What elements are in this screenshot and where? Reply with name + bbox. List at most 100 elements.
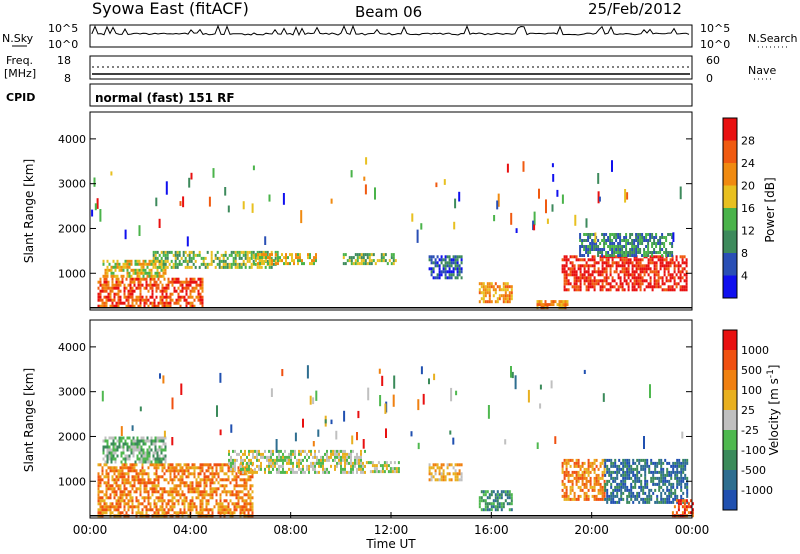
scatter-cell (587, 248, 590, 251)
scatter-cell (146, 439, 149, 443)
scatter-cell (123, 487, 126, 491)
scatter-cell (623, 270, 626, 274)
scatter-cell (609, 233, 612, 236)
scatter-cell (228, 253, 231, 257)
scatter-cell (117, 487, 120, 491)
scatter-cell (686, 491, 689, 495)
scatter-cell (682, 479, 685, 483)
scatter-cell (189, 472, 192, 476)
scatter-cell (589, 258, 592, 262)
scatter-cell (587, 470, 590, 474)
scatter-cell (108, 457, 111, 461)
scatter-cell (229, 499, 232, 503)
scatter-cell (152, 442, 155, 446)
scatter-cell (601, 279, 604, 283)
scatter-cell (438, 267, 441, 271)
scatter-cell (142, 274, 145, 278)
scatter-cell (625, 258, 628, 262)
scatter-cell (282, 467, 284, 471)
scatter-cell (502, 282, 505, 286)
scatter-cell (458, 469, 461, 473)
scatter-cell (647, 273, 650, 277)
scatter-cell (565, 258, 568, 262)
scatter-cell (611, 254, 614, 257)
scatter-cell (478, 499, 481, 503)
scatter-cell (134, 445, 137, 449)
scatter-cell (676, 467, 679, 471)
scatter-cell (496, 505, 499, 509)
scatter-cell (320, 458, 322, 462)
scatter-cell (109, 286, 112, 290)
scatter-cell (397, 461, 400, 465)
scatter-cell (460, 258, 463, 262)
scatter-cell (199, 508, 202, 512)
scatter-cell (146, 448, 149, 452)
velocity-colorbar-label: Velocity [m s-1] (766, 365, 781, 456)
scatter-cell (275, 262, 277, 266)
scatter-cell (135, 295, 138, 299)
scatter-cell (156, 250, 159, 254)
scatter-cell (169, 499, 172, 503)
scatter-cell (164, 454, 167, 458)
scatter-cell (601, 285, 604, 289)
scatter-cell (233, 487, 236, 491)
scatter-cell (656, 470, 659, 474)
scatter-cell (225, 511, 228, 515)
scatter-cell (664, 500, 667, 504)
scatter-cell (250, 250, 253, 254)
scatter-cell (684, 482, 687, 486)
scatter-cell (189, 484, 192, 488)
scatter-cell (587, 258, 590, 262)
scatter-cell (597, 267, 600, 271)
scatter-cell (138, 451, 141, 455)
scatter-cell (601, 458, 604, 462)
scatter-cell (157, 301, 160, 305)
scatter-cell (686, 488, 689, 492)
scatter-cell (627, 270, 630, 274)
scatter-cell (599, 279, 602, 283)
scatter-cell (601, 258, 604, 262)
scatter-cell (680, 479, 683, 483)
scatter-cell (382, 256, 385, 260)
scatter-cell (550, 300, 553, 304)
scatter-cell (368, 253, 371, 257)
scatter-cell (683, 261, 686, 265)
scatter-cell (191, 304, 194, 308)
scatter-cell (119, 499, 122, 503)
scatter-cell (636, 494, 639, 498)
scatter-cell (152, 265, 155, 269)
scatter-cell (229, 508, 232, 512)
scatter-cell (449, 430, 452, 435)
scatter-cell (579, 476, 582, 480)
scatter-cell (123, 292, 126, 296)
scatter-cell (296, 461, 298, 465)
scatter-cell (272, 458, 274, 462)
scatter-cell (246, 256, 249, 260)
scatter-cell (139, 304, 142, 308)
scatter-cell (622, 479, 625, 483)
scatter-cell (155, 475, 158, 479)
scatter-cell (175, 499, 178, 503)
scatter-cell (601, 473, 604, 477)
scatter-cell (236, 262, 239, 266)
scatter-cell (179, 304, 182, 308)
scatter-cell (661, 261, 664, 265)
scatter-cell (136, 436, 139, 440)
scatter-cell (212, 168, 215, 178)
scatter-cell (185, 475, 188, 479)
scatter-cell (686, 485, 689, 489)
scatter-cell (452, 466, 455, 470)
scatter-cell (677, 261, 680, 265)
scatter-cell (488, 294, 491, 298)
scatter-cell (113, 481, 116, 485)
scatter-cell (585, 218, 588, 228)
scatter-cell (587, 473, 590, 477)
scatter-cell (508, 490, 511, 494)
scatter-cell (107, 280, 110, 284)
scatter-cell (640, 485, 643, 489)
scatter-cell (480, 291, 483, 295)
scatter-cell (565, 488, 568, 492)
scatter-cell (175, 511, 178, 515)
scatter-cell (168, 250, 171, 254)
scatter-cell (613, 285, 616, 289)
